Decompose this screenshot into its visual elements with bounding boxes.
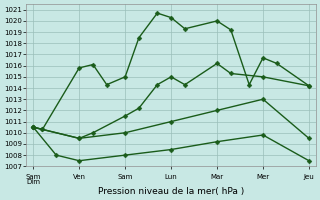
X-axis label: Pression niveau de la mer( hPa ): Pression niveau de la mer( hPa ) [98, 187, 244, 196]
